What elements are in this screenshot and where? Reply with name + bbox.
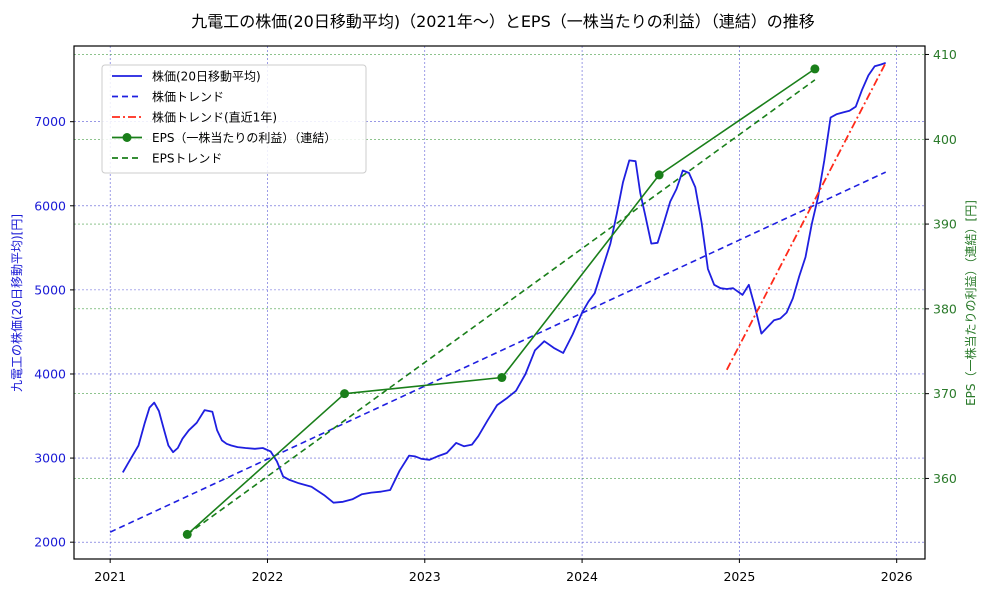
- x-tick-label: 2023: [409, 569, 441, 584]
- x-tick-label: 2024: [566, 569, 598, 584]
- y-right-tick-label: 410: [933, 47, 957, 62]
- legend-label: 株価トレンド(直近1年): [152, 110, 277, 125]
- eps-marker: [810, 64, 820, 74]
- eps-marker: [340, 389, 350, 399]
- eps-trend-line: [186, 79, 816, 536]
- legend-label: EPS（一株当たりの利益）（連結）: [152, 130, 336, 145]
- y-right-tick-label: 390: [933, 217, 957, 232]
- x-tick-label: 2026: [881, 569, 913, 584]
- axes: 2021 2022 2023 2024 2025 2026 2000 3000 4000 5000…: [34, 47, 957, 584]
- legend-label: 株価(20日移動平均): [152, 69, 261, 84]
- y-axis-left-label: 九電工の株価(20日移動平均)[円]: [9, 214, 24, 392]
- eps-marker: [182, 529, 192, 539]
- legend-label: 株価トレンド: [152, 89, 224, 104]
- price-trend-line: [109, 171, 887, 533]
- y-left-tick-label: 4000: [34, 366, 66, 381]
- y-right-tick-label: 370: [933, 386, 957, 401]
- y-right-tick-label: 400: [933, 132, 957, 147]
- x-tick-label: 2022: [252, 569, 284, 584]
- y-left-tick-label: 6000: [34, 198, 66, 213]
- y-left-tick-label: 7000: [34, 114, 66, 129]
- eps-marker: [497, 373, 507, 383]
- legend-label: EPSトレンド: [152, 152, 222, 166]
- chart-title: 九電工の株価(20日移動平均)（2021年～）とEPS（一株当たりの利益）（連結…: [191, 12, 814, 31]
- y-right-tick-label: 380: [933, 301, 957, 316]
- price-trend-recent-line: [726, 62, 887, 371]
- plot-series: [109, 61, 887, 539]
- eps-marker: [654, 170, 664, 180]
- y-axis-right-label: EPS（一株当たりの利益）（連結）[円]: [963, 200, 978, 406]
- legend-marker: [122, 133, 132, 142]
- y-right-tick-label: 360: [933, 471, 957, 486]
- y-left-tick-label: 3000: [34, 451, 66, 466]
- y-left-tick-label: 5000: [34, 282, 66, 297]
- x-tick-label: 2021: [94, 569, 126, 584]
- legend-box: [101, 64, 367, 174]
- y-left-tick-label: 2000: [34, 535, 66, 550]
- x-tick-label: 2025: [723, 569, 755, 584]
- plot-frame: [73, 45, 926, 560]
- price-line: [122, 61, 887, 504]
